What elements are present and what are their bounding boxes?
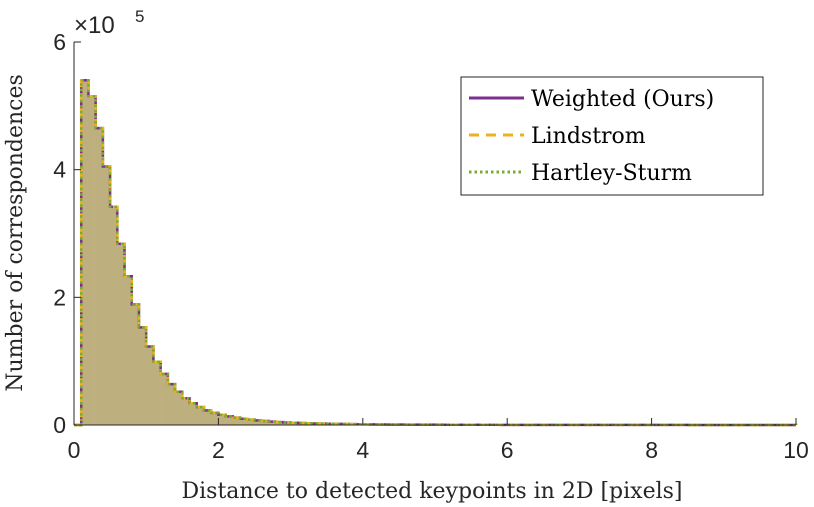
x-tick-label: 8 [645,437,658,463]
svg-text:×10: ×10 [74,12,115,39]
histogram-bar [88,96,96,425]
y-multiplier-exponent: 5 [135,7,144,26]
axes: 0 2 4 6 8 10 0 2 4 6 [53,29,809,463]
x-tick-label: 10 [783,437,809,463]
histogram-bar [160,373,169,425]
histogram-bar [203,410,212,425]
histogram-bar [218,414,226,425]
histogram-bar [240,418,248,425]
legend-entry: Lindstrom [469,124,646,149]
histogram-bar [196,407,205,425]
x-tick-label: 2 [212,437,225,463]
legend-entry: Hartley-Sturm [469,161,692,186]
y-tick-label: 6 [53,29,66,55]
histogram-bar [175,391,183,425]
legend: Weighted (Ours) Lindstrom Hartley-Sturm [460,76,764,196]
histogram-bar [225,416,234,425]
histogram-bar [268,421,277,425]
legend-label: Hartley-Sturm [531,161,692,186]
histogram-bar [254,420,263,425]
y-tick-label: 2 [53,284,66,310]
y-multiplier: ×10 5 [74,7,144,39]
x-axis-label: Distance to detected keypoints in 2D [pi… [181,479,682,504]
y-multiplier-base: 10 [88,12,115,39]
y-tick-label: 0 [53,412,66,438]
x-tick-label: 0 [68,437,81,463]
histogram-bar [247,419,255,425]
y-multiplier-times: × [74,12,88,39]
histogram-bar [124,276,133,425]
histogram-bar [117,243,125,425]
legend-entry: Weighted (Ours) [469,87,714,112]
x-tick-label: 6 [501,437,514,463]
histogram-bar [211,412,219,425]
histogram-bar [146,346,154,425]
histogram-bar [95,128,104,426]
histogram-bar [283,422,291,425]
histogram-bar [81,80,89,426]
legend-label: Lindstrom [531,124,646,149]
histogram-bar [102,166,111,425]
histogram-bar [189,403,198,425]
x-tick-label: 4 [356,437,369,463]
histogram-bar [138,327,147,425]
histogram-bar [261,421,270,425]
histogram-bar [131,304,140,425]
histogram-bar [167,384,176,425]
legend-label: Weighted (Ours) [531,87,714,112]
histogram-bar [110,206,118,425]
histogram-bar [276,422,284,425]
y-tick-label: 4 [53,157,66,183]
histogram-bar [182,398,190,425]
y-axis-label: Number of correspondences [3,74,28,392]
histogram-bar [232,417,241,425]
histogram-bar [153,361,161,425]
